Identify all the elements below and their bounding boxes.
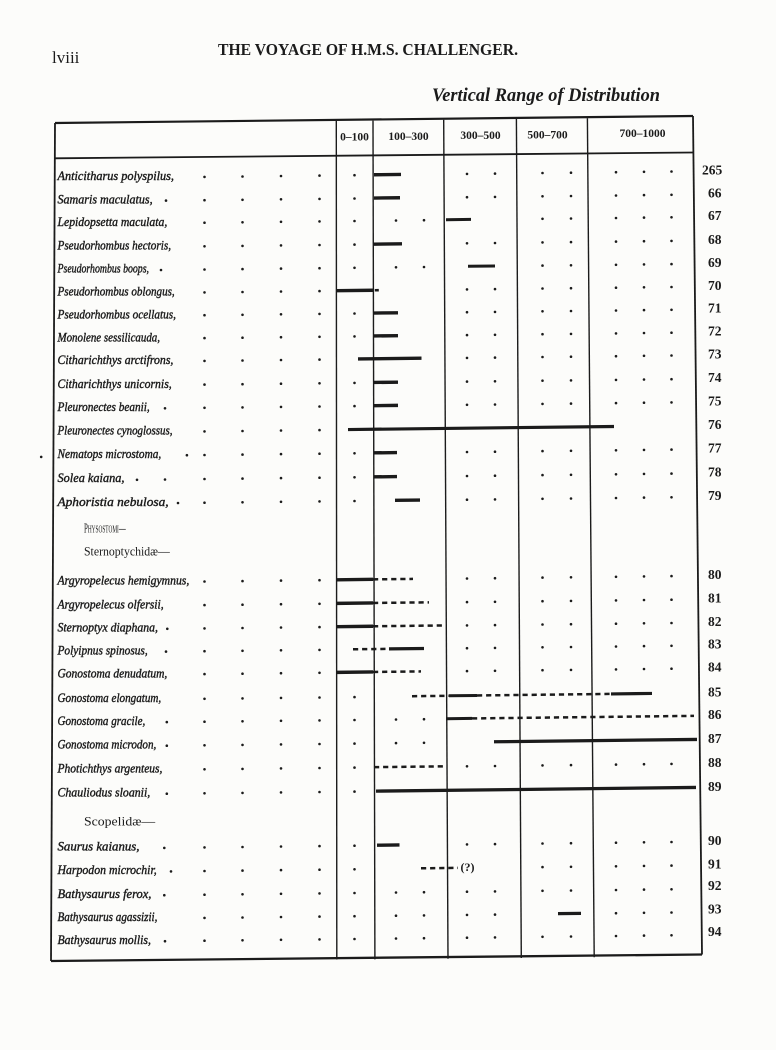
- svg-text:Harpodon microchir,: Harpodon microchir,: [57, 862, 157, 877]
- svg-text:69: 69: [708, 255, 722, 270]
- svg-text:89: 89: [708, 779, 722, 794]
- svg-text:Aphoristia nebulosa,: Aphoristia nebulosa,: [56, 494, 168, 509]
- svg-text:77: 77: [708, 441, 722, 456]
- svg-text:91: 91: [708, 857, 722, 872]
- svg-text:lviii: lviii: [52, 48, 80, 67]
- svg-text:265: 265: [702, 162, 723, 177]
- svg-text:Nematops microstoma,: Nematops microstoma,: [57, 446, 162, 461]
- svg-text:Pseudorhombus hectoris,: Pseudorhombus hectoris,: [57, 238, 171, 253]
- svg-text:Polyipnus spinosus,: Polyipnus spinosus,: [57, 642, 148, 657]
- svg-text:73: 73: [708, 346, 722, 361]
- svg-text:0–100: 0–100: [340, 132, 369, 144]
- svg-text:Gonostoma microdon,: Gonostoma microdon,: [58, 737, 157, 752]
- svg-text:THE VOYAGE OF H.M.S. CHALLENGE: THE VOYAGE OF H.M.S. CHALLENGER.: [218, 40, 518, 59]
- svg-text:Samaris maculatus,: Samaris maculatus,: [58, 191, 153, 206]
- svg-text:Gonostoma elongatum,: Gonostoma elongatum,: [58, 690, 162, 705]
- svg-text:68: 68: [708, 232, 722, 247]
- svg-text:75: 75: [708, 393, 722, 408]
- svg-text:Pleuronectes cynoglossus,: Pleuronectes cynoglossus,: [57, 423, 173, 438]
- svg-text:300–500: 300–500: [460, 130, 501, 142]
- svg-text:70: 70: [708, 278, 722, 293]
- svg-text:Bathysaurus agassizii,: Bathysaurus agassizii,: [58, 909, 158, 924]
- svg-text:Sternoptychidæ—: Sternoptychidæ—: [84, 544, 171, 559]
- svg-text:Citharichthys unicornis,: Citharichthys unicornis,: [58, 376, 172, 391]
- svg-text:81: 81: [708, 591, 722, 606]
- svg-text:Sternoptyx diaphana,: Sternoptyx diaphana,: [58, 620, 159, 635]
- svg-text:Saurus kaianus,: Saurus kaianus,: [58, 839, 140, 854]
- svg-text:Vertical Range of Distribution: Vertical Range of Distribution: [432, 85, 660, 106]
- svg-text:Solea kaiana,: Solea kaiana,: [58, 470, 125, 485]
- svg-text:92: 92: [708, 878, 722, 893]
- svg-text:Chauliodus sloanii,: Chauliodus sloanii,: [58, 785, 151, 800]
- svg-text:85: 85: [708, 684, 722, 699]
- svg-text:80: 80: [708, 567, 722, 582]
- svg-text:Lepidopsetta maculata,: Lepidopsetta maculata,: [57, 214, 168, 229]
- svg-text:Pseudorhombus oblongus,: Pseudorhombus oblongus,: [57, 284, 175, 299]
- svg-text:74: 74: [708, 370, 722, 385]
- svg-text:Pseudorhombus ocellatus,: Pseudorhombus ocellatus,: [57, 306, 176, 321]
- svg-text:Gonostoma gracile,: Gonostoma gracile,: [58, 713, 146, 728]
- svg-text:Argyropelecus hemigymnus,: Argyropelecus hemigymnus,: [57, 573, 190, 588]
- svg-text:88: 88: [708, 755, 722, 770]
- svg-text:87: 87: [708, 731, 722, 746]
- svg-text:(?): (?): [461, 860, 475, 874]
- svg-text:Scopelidæ—: Scopelidæ—: [84, 813, 156, 828]
- svg-text:67: 67: [708, 208, 722, 223]
- svg-text:Pleuronectes beanii,: Pleuronectes beanii,: [57, 399, 150, 414]
- svg-text:94: 94: [708, 924, 722, 939]
- svg-text:Citharichthys arctifrons,: Citharichthys arctifrons,: [58, 352, 174, 367]
- svg-text:90: 90: [708, 833, 722, 848]
- svg-text:700–1000: 700–1000: [620, 128, 666, 140]
- svg-text:100–300: 100–300: [388, 131, 429, 143]
- svg-text:78: 78: [708, 465, 722, 480]
- svg-text:76: 76: [708, 417, 722, 432]
- svg-text:Photichthys argenteus,: Photichthys argenteus,: [57, 761, 163, 776]
- svg-text:86: 86: [708, 707, 722, 722]
- svg-text:79: 79: [708, 488, 722, 503]
- svg-text:Pseudorhombus boops,: Pseudorhombus boops,: [57, 261, 149, 276]
- svg-text:93: 93: [708, 901, 722, 916]
- svg-text:66: 66: [708, 186, 722, 201]
- svg-text:71: 71: [708, 301, 722, 316]
- svg-text:Anticitharus polyspilus,: Anticitharus polyspilus,: [57, 168, 174, 183]
- svg-text:Argyropelecus olfersii,: Argyropelecus olfersii,: [57, 596, 164, 611]
- svg-text:Bathysaurus mollis,: Bathysaurus mollis,: [58, 932, 151, 947]
- svg-text:Monolene sessilicauda,: Monolene sessilicauda,: [57, 329, 160, 344]
- svg-text:Bathysaurus ferox,: Bathysaurus ferox,: [58, 886, 152, 901]
- svg-text:500–700: 500–700: [527, 129, 568, 141]
- svg-text:72: 72: [708, 324, 722, 339]
- svg-text:83: 83: [708, 637, 722, 652]
- svg-text:82: 82: [708, 614, 722, 629]
- svg-text:PHYSOSTOMI—: PHYSOSTOMI—: [84, 521, 126, 536]
- svg-text:84: 84: [708, 660, 722, 675]
- svg-text:Gonostoma denudatum,: Gonostoma denudatum,: [58, 665, 168, 680]
